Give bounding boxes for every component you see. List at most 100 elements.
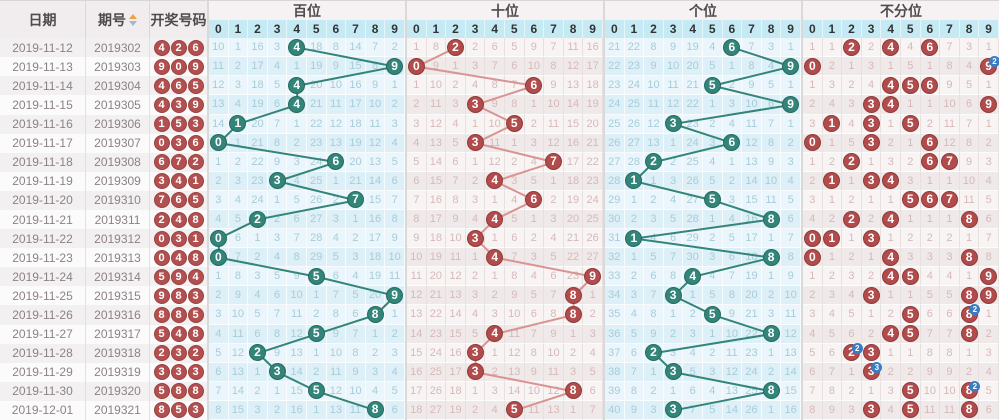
- miss-count-cell: 5: [722, 229, 743, 249]
- miss-count: 15: [349, 60, 362, 73]
- miss-count: 8: [491, 79, 498, 92]
- drawn-number-ball: 3: [268, 172, 286, 190]
- miss-count-cell: 16: [365, 209, 386, 230]
- trend-row: 26 27 13 1 24 3 6 12 8 2: [605, 133, 801, 153]
- miss-count: 9: [491, 98, 498, 111]
- miss-count-cell: 13: [209, 95, 229, 115]
- miss-count-cell: 3: [563, 362, 584, 382]
- miss-count: 9: [511, 289, 518, 302]
- miss-count-cell: 7: [822, 362, 843, 382]
- miss-count: 13: [449, 289, 462, 302]
- miss-count: 12: [745, 136, 758, 149]
- trend-row: 5 12 2 9 13 1 10 8 2 3: [209, 343, 405, 363]
- drawn-ball-cell: 8: [959, 400, 980, 420]
- trend-row: 21 22 8 9 19 4 6 7 3 1: [605, 38, 801, 58]
- miss-count-cell: 12: [644, 114, 664, 134]
- miss-count: 13: [290, 346, 303, 359]
- miss-count: 11: [943, 117, 956, 130]
- miss-count: 1: [767, 232, 775, 245]
- miss-count: 6: [413, 174, 420, 187]
- miss-count-cell: 23: [624, 57, 645, 77]
- miss-count-cell: 20: [583, 114, 603, 134]
- repeat-count-badge: 3: [871, 361, 883, 373]
- miss-count: 18: [745, 251, 758, 264]
- digit-column-header: 3: [268, 20, 288, 39]
- digit-column-header: 3: [466, 20, 486, 39]
- miss-count-cell: 4: [346, 267, 366, 287]
- miss-count: 5: [650, 251, 657, 264]
- draw-period: 2019321: [86, 400, 150, 420]
- miss-count: 5: [530, 174, 537, 187]
- miss-count: 3: [550, 213, 557, 226]
- miss-count: 6: [274, 98, 281, 111]
- winning-number-ball: 8: [170, 287, 187, 304]
- miss-count: 8: [809, 403, 816, 416]
- miss-count-cell: 3: [446, 95, 466, 115]
- drawn-ball-cell: 8: [959, 209, 980, 230]
- miss-count: 7: [926, 327, 933, 340]
- miss-count: 2: [985, 327, 992, 340]
- miss-count-cell: 10: [446, 229, 466, 249]
- miss-count: 1: [313, 403, 320, 416]
- miss-count-cell: 5: [920, 286, 941, 306]
- miss-count-cell: 5: [504, 38, 525, 58]
- miss-count: 2: [887, 308, 894, 321]
- miss-count-cell: 12: [426, 114, 447, 134]
- period-column-header[interactable]: 期号: [86, 1, 150, 39]
- drawn-ball-cell: 9: [385, 57, 405, 77]
- miss-count-cell: 3: [465, 57, 486, 77]
- miss-count: 17: [566, 155, 580, 168]
- miss-count: 3: [274, 232, 281, 245]
- winning-number-ball: 7: [153, 192, 170, 209]
- miss-count-cell: 6: [248, 324, 268, 344]
- miss-count: 9: [371, 79, 379, 92]
- drawn-ball-cell: 6: [326, 152, 347, 172]
- miss-count: 13: [647, 136, 660, 149]
- drawn-ball-cell: 5: [306, 267, 327, 287]
- drawn-number-ball: 3: [862, 172, 880, 190]
- draw-date: 2019-11-23: [0, 248, 86, 268]
- drawn-ball-cell: 8: [761, 248, 782, 268]
- miss-count-cell: 11: [326, 362, 347, 382]
- miss-count: 1: [630, 193, 637, 206]
- miss-count: 9: [630, 403, 637, 416]
- miss-count-cell: 6: [624, 343, 645, 363]
- miss-count: 2: [907, 155, 914, 168]
- miss-count: 11: [528, 403, 540, 416]
- miss-count: 1: [926, 213, 933, 226]
- drawn-ball-cell: 3: [267, 362, 288, 382]
- miss-count-cell: 7: [544, 38, 564, 58]
- miss-count: 10: [449, 232, 462, 245]
- digit-column-header: 2: [644, 20, 664, 39]
- winning-number-ball: 6: [170, 192, 187, 209]
- miss-count-cell: 1: [563, 324, 584, 344]
- miss-count-cell: 1: [702, 324, 723, 344]
- miss-count: 8: [650, 308, 657, 321]
- miss-count: 1: [550, 174, 557, 187]
- miss-count: 1: [907, 289, 914, 302]
- miss-count-cell: 11: [722, 343, 743, 363]
- miss-count-cell: 18: [583, 76, 603, 96]
- miss-count: 9: [670, 41, 677, 54]
- winning-number-ball: 8: [153, 306, 170, 323]
- miss-count-cell: 4: [465, 76, 486, 96]
- digit-column-header: 1: [229, 20, 249, 39]
- miss-count-cell: 6: [979, 400, 999, 420]
- miss-count: 20: [349, 155, 362, 168]
- miss-count: 1: [887, 193, 894, 206]
- miss-count-cell: 1: [287, 114, 307, 134]
- miss-count-cell: 1: [248, 362, 268, 382]
- miss-count-cell: 34: [605, 286, 625, 306]
- miss-count: 9: [234, 289, 241, 302]
- sort-asc-desc-icon[interactable]: [129, 13, 137, 26]
- miss-count: 5: [926, 289, 933, 302]
- miss-count: 8: [352, 346, 359, 359]
- miss-count-cell: 4: [722, 209, 743, 230]
- miss-count: 2: [767, 365, 775, 378]
- miss-count: 3: [787, 155, 794, 168]
- miss-count: 9: [332, 327, 339, 340]
- drawn-number-ball: 2: [248, 344, 266, 362]
- miss-count: 20: [251, 117, 264, 130]
- miss-count: 5: [472, 327, 479, 340]
